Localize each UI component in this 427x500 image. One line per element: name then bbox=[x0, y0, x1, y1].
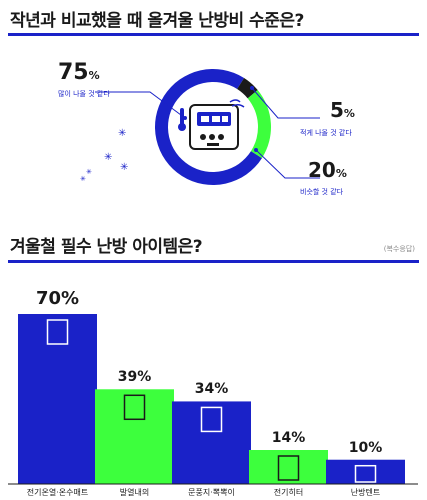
bar-value-label: 14% bbox=[271, 430, 306, 446]
bar-value-label: 10% bbox=[348, 439, 383, 456]
thermostat-icon bbox=[189, 104, 239, 150]
bar-category-label: 난방텐트 bbox=[350, 488, 381, 497]
item-icon bbox=[200, 406, 223, 433]
bar-category-label: 발열내의 bbox=[119, 488, 150, 497]
donut-slice-20 bbox=[247, 90, 271, 159]
section-divider bbox=[8, 33, 419, 36]
donut-chart bbox=[95, 68, 320, 185]
item-icon bbox=[123, 394, 146, 421]
bar-2 bbox=[95, 389, 174, 484]
bar-value-label: 39% bbox=[117, 369, 152, 386]
snowflake-icon: ✳ bbox=[118, 128, 127, 139]
bar-category-label: 전기온열·온수매트 bbox=[26, 488, 89, 497]
slice-label-20: 비슷할 것 같다 bbox=[300, 188, 344, 196]
multiple-response-note: (복수응답) bbox=[383, 245, 415, 253]
section-divider bbox=[8, 260, 419, 263]
bar-category-label: 문풍지·뽁뽁이 bbox=[188, 488, 235, 497]
slice-value-20: 20% bbox=[308, 158, 347, 182]
snowflake-icon: ✳ bbox=[86, 168, 92, 176]
bar-value-label: 34% bbox=[194, 381, 229, 398]
snowflake-icon: ✳ bbox=[104, 152, 113, 163]
bar-1 bbox=[18, 314, 97, 484]
donut-chart-title: 작년과 비교했을 때 올겨울 난방비 수준은? bbox=[10, 11, 304, 31]
bar-chart-title: 겨울철 필수 난방 아이템은? bbox=[10, 237, 203, 257]
slice-label-5: 적게 나올 것 같다 bbox=[300, 129, 352, 137]
wind-icon bbox=[229, 99, 245, 108]
item-icon bbox=[354, 464, 377, 483]
temperature-icon bbox=[178, 108, 186, 131]
donut-slice-5 bbox=[237, 78, 258, 99]
slice-value-75: 75% bbox=[58, 60, 100, 85]
bar-value-label: 70% bbox=[35, 288, 80, 309]
slice-label-75: 많이 나올 것 같다 bbox=[58, 90, 110, 98]
item-icon bbox=[277, 455, 300, 481]
snowflake-icon: ✳ bbox=[120, 162, 129, 173]
snowflake-icon: ✳ bbox=[80, 175, 86, 183]
item-icon bbox=[46, 319, 69, 345]
bar-5 bbox=[326, 459, 405, 484]
slice-value-5: 5% bbox=[330, 98, 355, 122]
bar-category-label: 전기히터 bbox=[273, 488, 304, 497]
bar-3 bbox=[172, 401, 251, 484]
bar-4 bbox=[249, 450, 328, 484]
